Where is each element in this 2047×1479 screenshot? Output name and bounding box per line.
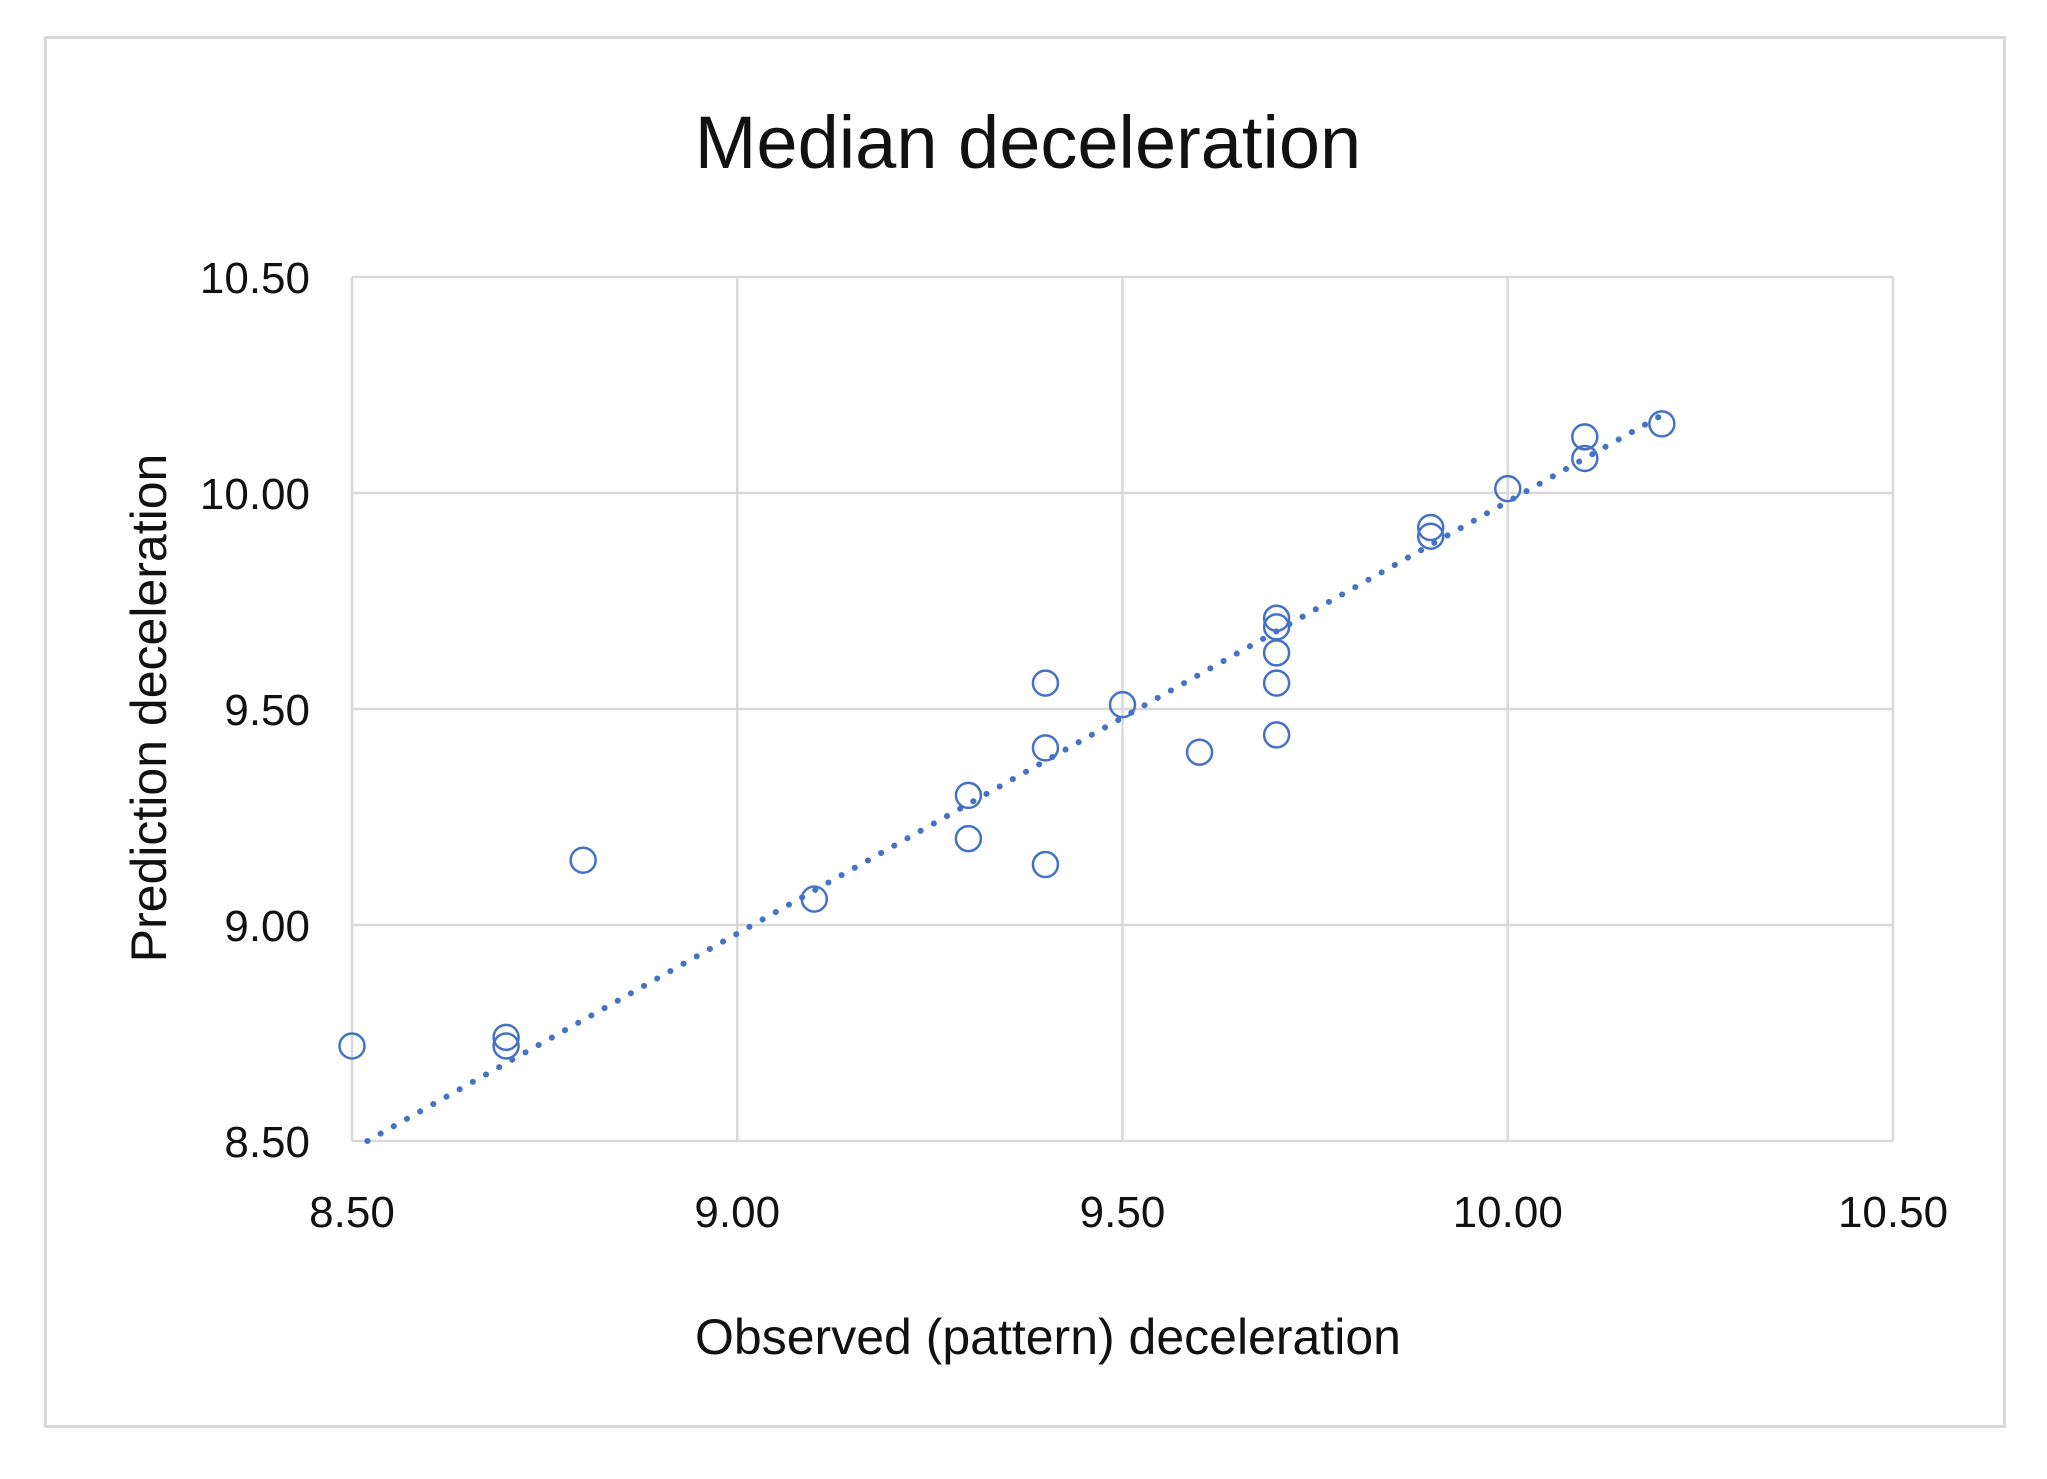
data-point	[1416, 522, 1445, 550]
data-point	[954, 824, 983, 853]
data-point	[1262, 604, 1291, 633]
data-point	[1416, 513, 1445, 542]
data-point	[1648, 410, 1676, 438]
x-tick-labels: 8.50 9.00 9.50 10.00 10.50	[309, 1188, 1948, 1237]
chart-title: Median deceleration	[695, 101, 1361, 184]
x-tick-label: 10.00	[1453, 1188, 1563, 1237]
data-point	[338, 1032, 366, 1060]
data-point	[1031, 669, 1060, 697]
y-tick-label: 10.50	[200, 254, 310, 303]
data-point	[1571, 423, 1599, 451]
data-point	[954, 781, 983, 810]
y-tick-label: 9.00	[224, 902, 310, 951]
chart-frame	[44, 36, 2006, 1428]
data-point	[1031, 734, 1060, 762]
data-point	[1108, 690, 1137, 719]
x-tick-label: 9.50	[1080, 1188, 1166, 1237]
data-point	[1571, 444, 1599, 473]
x-tick-label: 9.00	[694, 1188, 780, 1237]
data-point	[1031, 850, 1060, 879]
data-point	[1262, 669, 1291, 697]
y-tick-label: 10.00	[200, 470, 310, 519]
data-point	[1262, 721, 1291, 749]
data-point	[1185, 738, 1214, 766]
y-tick-label: 8.50	[224, 1118, 310, 1167]
data-point	[569, 846, 597, 874]
data-point	[492, 1032, 520, 1060]
data-point	[1262, 639, 1291, 667]
data-points	[338, 410, 1676, 1060]
y-tick-label: 9.50	[224, 686, 310, 735]
y-tick-labels: 8.50 9.00 9.50 10.00 10.50	[200, 254, 310, 1167]
gridlines	[350, 275, 1895, 1143]
data-point	[800, 885, 829, 913]
x-tick-label: 10.50	[1838, 1188, 1948, 1237]
data-point	[1494, 474, 1522, 503]
trendline-path	[364, 412, 1665, 1144]
data-point	[492, 1023, 520, 1052]
y-axis-title: Prediction deceleration	[121, 454, 177, 963]
x-tick-label: 8.50	[309, 1188, 395, 1237]
x-axis-title: Observed (pattern) deceleration	[695, 1309, 1401, 1365]
trendline	[364, 412, 1665, 1144]
